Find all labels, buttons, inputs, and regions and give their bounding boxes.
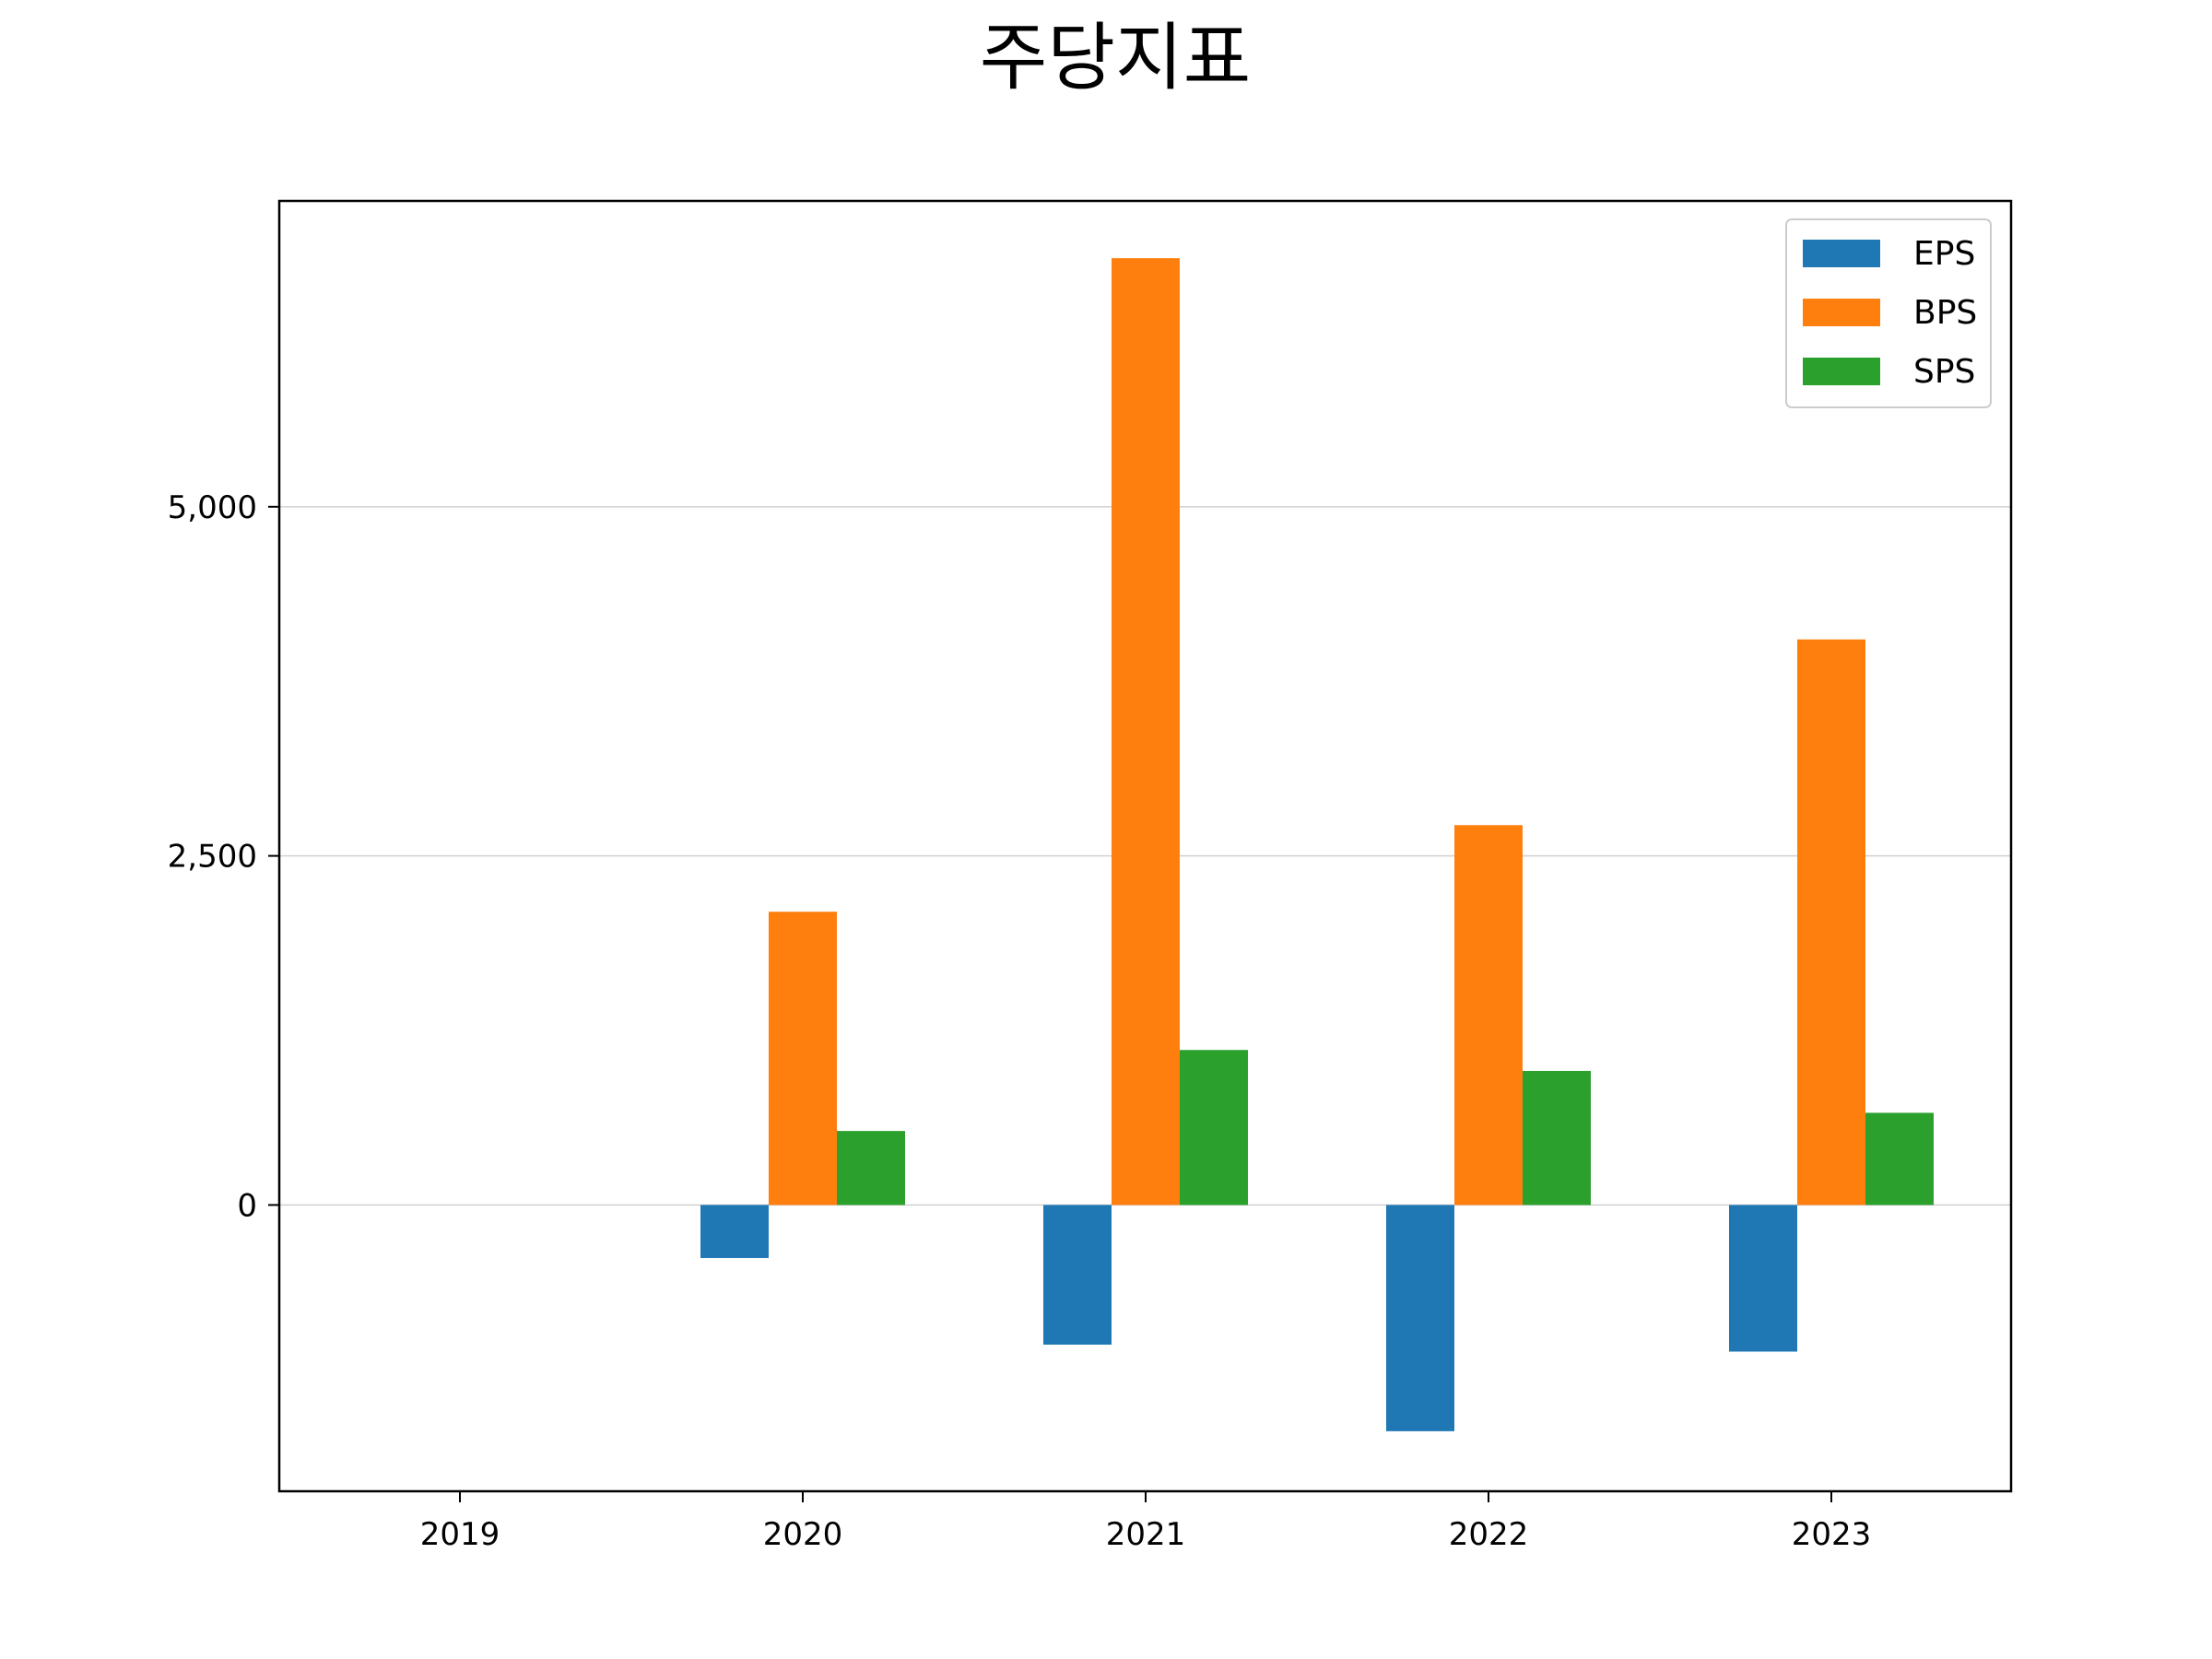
legend-swatch-bps [1803, 299, 1880, 326]
y-tick-label: 5,000 [168, 489, 257, 526]
x-tick-label: 2021 [1106, 1516, 1186, 1553]
bar-eps-2021 [1043, 1205, 1112, 1345]
x-tick-label: 2019 [420, 1516, 500, 1553]
axes: 0 2,500 5,000 2019 2020 2021 2022 2023 [168, 489, 1872, 1553]
bar-bps-2023 [1797, 639, 1865, 1206]
legend-label-bps: BPS [1913, 294, 1977, 332]
legend-swatch-eps [1803, 240, 1880, 267]
legend: EPS BPS SPS [1785, 218, 1992, 408]
bar-sps-2020 [837, 1131, 905, 1206]
legend-swatch-sps [1803, 358, 1880, 385]
bar-bps-2021 [1112, 258, 1180, 1206]
legend-label-sps: SPS [1913, 353, 1975, 391]
y-tick-label: 2,500 [168, 839, 257, 876]
bar-sps-2021 [1180, 1050, 1248, 1206]
bar-eps-2022 [1386, 1205, 1454, 1431]
y-tick-label: 0 [237, 1187, 257, 1224]
bar-bps-2020 [769, 912, 837, 1206]
x-tick-label: 2020 [763, 1516, 843, 1553]
chart-title: 주당지표 [980, 15, 1251, 100]
bar-sps-2023 [1865, 1112, 1934, 1206]
bar-eps-2020 [700, 1205, 769, 1258]
legend-label-eps: EPS [1913, 235, 1975, 273]
x-tick-label: 2022 [1449, 1516, 1529, 1553]
bars [700, 258, 1934, 1431]
x-tick-label: 2023 [1792, 1516, 1872, 1553]
bar-bps-2022 [1454, 825, 1523, 1206]
bar-eps-2023 [1729, 1205, 1797, 1352]
bar-sps-2022 [1523, 1070, 1591, 1206]
